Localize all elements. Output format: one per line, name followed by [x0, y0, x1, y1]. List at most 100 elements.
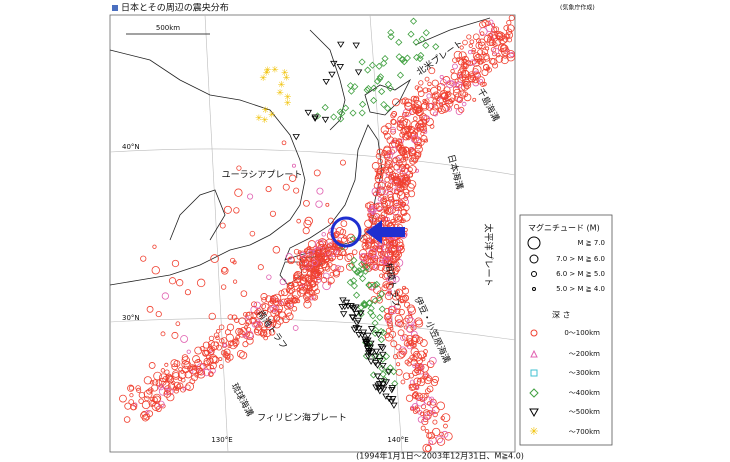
- epicenter: [392, 275, 400, 283]
- epicenter: [414, 142, 422, 150]
- epicenter: [407, 340, 414, 346]
- legend-label: 6.0 > M ≧ 5.0: [556, 270, 605, 278]
- epicenter: [481, 19, 489, 27]
- epicenter: [257, 321, 263, 327]
- epicenter: [472, 33, 480, 41]
- epicenter: [401, 97, 409, 105]
- epicenter: [327, 262, 333, 268]
- epicenter: [296, 218, 302, 224]
- epicenter: [375, 353, 383, 361]
- epicenter: [189, 364, 196, 370]
- epicenter: [400, 335, 406, 341]
- epicenter: [502, 53, 508, 59]
- epicenter: [264, 320, 272, 328]
- epicenter: [393, 214, 400, 221]
- epicenter: [423, 129, 428, 134]
- epicenter: [409, 17, 418, 25]
- epicenter: [364, 332, 372, 339]
- epicenter: [380, 250, 384, 255]
- epicenter: [457, 58, 465, 66]
- epicenter: [416, 55, 424, 63]
- epicenter: [220, 284, 227, 290]
- epicenter: [463, 80, 472, 90]
- epicenter: [245, 330, 254, 339]
- epicenter: [424, 76, 430, 82]
- epicenter: [292, 290, 301, 300]
- epicenter: [315, 200, 323, 208]
- epicenter: [377, 158, 383, 164]
- epicenter: [432, 43, 440, 51]
- epicenter: [370, 96, 378, 105]
- epicenter: [444, 94, 449, 100]
- legend-label: 〜500km: [569, 408, 600, 416]
- epicenter: [293, 274, 302, 283]
- epicenter: [508, 14, 515, 22]
- epicenter: [317, 244, 325, 252]
- epicenter: [414, 362, 420, 368]
- epicenter: [425, 388, 431, 394]
- epicenter: [285, 253, 293, 261]
- epicenter: [186, 349, 191, 354]
- lat-label: 40°N: [122, 143, 140, 151]
- epicenter: [184, 289, 191, 296]
- epicenter: [426, 360, 435, 368]
- epicenter: [394, 308, 401, 315]
- epicenter: [374, 174, 384, 183]
- epicenter: [262, 309, 268, 316]
- epicenter: [410, 406, 415, 411]
- epicenter: [385, 277, 390, 282]
- epicenter: [483, 55, 491, 62]
- epicenter: [182, 386, 187, 391]
- epicenter: [386, 185, 391, 191]
- epicenter: [459, 45, 464, 50]
- epicenter: [472, 65, 482, 74]
- epicenter: [365, 281, 373, 289]
- epicenter: [171, 363, 179, 371]
- epicenter: [270, 309, 279, 318]
- epicenter: [407, 30, 415, 38]
- epicenter: [379, 163, 386, 170]
- legend-label: 〜700km: [569, 428, 600, 436]
- epicenter: [466, 34, 472, 40]
- epicenter: [278, 290, 285, 297]
- epicenter: [422, 443, 432, 453]
- epicenter: [390, 340, 398, 348]
- epicenter: [396, 362, 401, 367]
- epicenter: ✳: [271, 66, 279, 76]
- epicenter: [313, 169, 321, 177]
- epicenter: [412, 334, 421, 343]
- legend-symbol: [529, 254, 539, 264]
- epicenter: [359, 274, 367, 283]
- epicenter: [152, 395, 161, 404]
- epicenter: [416, 109, 423, 116]
- epicenter: [287, 256, 295, 265]
- epicenter: [398, 346, 407, 355]
- epicenter: [311, 259, 318, 266]
- legend-label: 5.0 > M ≧ 4.0: [556, 285, 605, 293]
- epicenter: [208, 344, 213, 349]
- epicenter: [221, 342, 228, 348]
- epicenter: [488, 57, 496, 65]
- epicenter: [461, 78, 471, 88]
- epicenter: [313, 266, 320, 273]
- epicenter: [232, 339, 238, 344]
- epicenter: [164, 385, 172, 393]
- epicenter: [406, 324, 415, 334]
- epicenter: [453, 50, 463, 60]
- epicenter: [185, 382, 195, 391]
- epicenter: [503, 33, 510, 40]
- epicenter: [306, 284, 314, 292]
- epicenter: [390, 219, 395, 224]
- epicenter: [389, 146, 398, 154]
- epicenter: [458, 51, 467, 60]
- epicenter: [335, 227, 344, 236]
- epicenter: [391, 245, 398, 252]
- epicenter: [400, 98, 407, 105]
- epicenter: [293, 271, 302, 280]
- epicenter: [384, 207, 390, 213]
- epicenter: [384, 332, 390, 339]
- epicenter: [350, 282, 358, 290]
- epicenter: [468, 43, 473, 48]
- epicenter: [362, 244, 369, 251]
- epicenter: [379, 345, 387, 352]
